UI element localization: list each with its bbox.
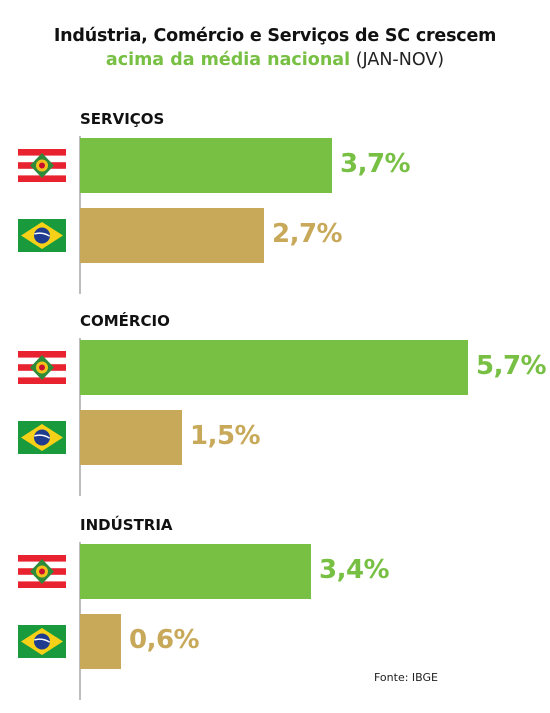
subtitle-highlight: acima da média nacional (105, 50, 351, 70)
section-label: INDÚSTRIA (80, 516, 173, 534)
data-label: 2,7% (272, 219, 343, 249)
data-label: 3,4% (319, 555, 390, 585)
chart-subtitle: acima da média nacional (JAN-NOV) (0, 50, 550, 70)
data-label: 1,5% (190, 421, 261, 451)
santa-catarina-flag-icon (18, 555, 66, 592)
bar (80, 410, 182, 465)
bar (80, 340, 468, 395)
subtitle-period: (JAN-NOV) (355, 50, 445, 70)
section-label: COMÉRCIO (80, 312, 170, 330)
brazil-flag-icon (18, 421, 66, 458)
data-label: 0,6% (129, 625, 200, 655)
source-note: Fonte: IBGE (374, 671, 438, 684)
bar (80, 544, 311, 599)
data-label: 3,7% (340, 149, 411, 179)
chart-title: Indústria, Comércio e Serviços de SC cre… (53, 26, 497, 46)
data-label: 5,7% (476, 351, 547, 381)
santa-catarina-flag-icon (18, 351, 66, 388)
brazil-flag-icon (18, 219, 66, 256)
section-label: SERVIÇOS (80, 110, 165, 128)
brazil-flag-icon (18, 625, 66, 662)
bar (80, 138, 332, 193)
bar (80, 614, 121, 669)
bar (80, 208, 264, 263)
santa-catarina-flag-icon (18, 149, 66, 186)
